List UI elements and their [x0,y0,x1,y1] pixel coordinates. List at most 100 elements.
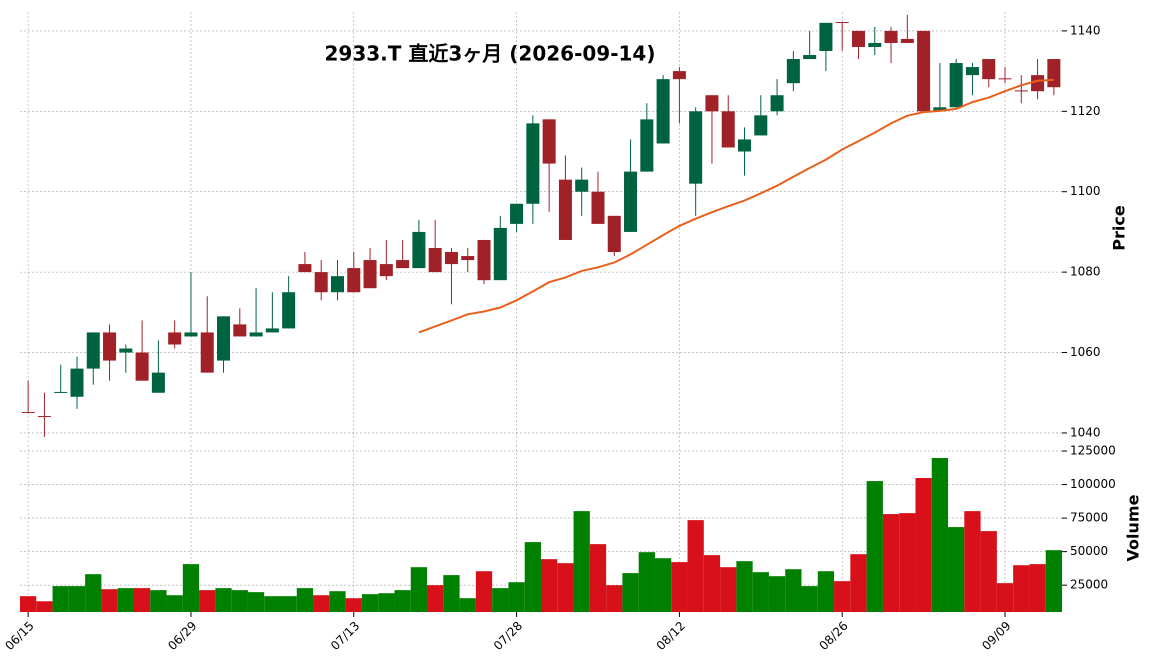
candle-body [900,38,914,43]
candle-body [998,78,1012,80]
candle-body [363,260,377,289]
volume-bar [215,588,232,612]
volume-bar [378,593,395,612]
y-tick-label: 1120 [1070,104,1101,118]
candle-body [200,332,214,373]
candle-body [917,30,931,112]
volume-tick-label: 25000 [1070,578,1108,592]
volume-bar [133,588,151,612]
candle-body [282,292,296,329]
candle-body [119,348,133,353]
candle-body [37,416,51,418]
volume-bar [606,585,623,612]
candle-body [689,111,703,184]
volume-bar [427,585,444,612]
volume-bar [117,588,134,612]
volume-bar [768,576,786,612]
volume-tick-label: 100000 [1070,477,1116,491]
candle-body [770,95,784,112]
volume-bar [834,581,851,612]
volume-bar [817,571,835,612]
volume-bar [199,590,216,612]
candle-body [786,59,800,84]
candle-body [217,316,231,361]
volume-bar [247,592,265,612]
volume-bar [52,586,69,612]
volume-bar [36,601,53,612]
y-tick-label: 1140 [1070,23,1101,37]
volume-bar [573,511,590,612]
volume-bar [20,596,37,612]
volume-bar [915,477,932,612]
volume-bar [980,531,997,612]
y-tick-label: 1080 [1070,265,1101,279]
y-tick-label: 1060 [1070,345,1101,359]
candle-body [412,231,426,269]
volume-bar [785,569,802,612]
volume-bar [866,481,883,612]
volume-bar [329,591,346,612]
y-tick-label: 1040 [1070,425,1101,439]
candle-body [558,179,572,240]
volume-bar [736,561,753,612]
candle-body [135,352,149,381]
x-tick-label: 07/28 [491,619,525,653]
candle-body [379,264,393,277]
volume-bar [801,586,818,612]
x-tick-label: 07/13 [328,619,362,653]
candle-body [705,95,719,112]
volume-bar [687,520,704,612]
candle-body [461,256,475,261]
x-tick-label: 08/12 [654,619,688,653]
candle-body [168,332,182,345]
candle-body [1031,75,1045,92]
x-tick-label: 06/29 [165,619,199,653]
candle-body [982,59,996,80]
volume-bar [264,596,281,612]
volume-bar [150,590,167,612]
candle-body [949,63,963,108]
x-tick-label: 06/15 [2,619,36,653]
candle-body [184,332,198,337]
volume-bar [638,552,655,612]
volume-bar [671,562,688,612]
candle-body [314,272,328,293]
volume-bar [443,575,460,612]
volume-bar [622,573,639,612]
candle-body [624,171,638,232]
volume-bar [280,596,297,612]
candle-body [803,55,817,60]
candle-body [151,372,165,393]
volume-bar [964,511,981,612]
volume-bar [101,589,118,612]
volume-bar [654,558,672,612]
volume-bar [557,563,574,612]
candle-body [607,215,621,253]
candle-body [738,139,752,152]
volume-bar [882,514,900,612]
volume-axis-label: Volume [1124,494,1143,561]
volume-bar [508,582,525,612]
candle-body [526,123,540,204]
volume-bar [85,574,102,612]
candle-body [347,268,361,293]
volume-bar [931,458,949,612]
candle-body [103,332,117,361]
volume-bar [394,590,411,612]
y-tick-label: 1100 [1070,184,1101,198]
volume-bar [1029,564,1046,612]
candle-body [233,324,247,337]
volume-bar [492,588,509,612]
candle-body [721,111,735,148]
candle-body [330,276,344,293]
volume-bar [410,567,428,612]
candle-body [54,391,68,393]
volume-bar [68,586,86,612]
candle-body [249,332,263,337]
candle-body [396,260,410,269]
candle-body [444,252,458,265]
volume-bar [361,594,379,612]
candle-body [265,328,279,333]
